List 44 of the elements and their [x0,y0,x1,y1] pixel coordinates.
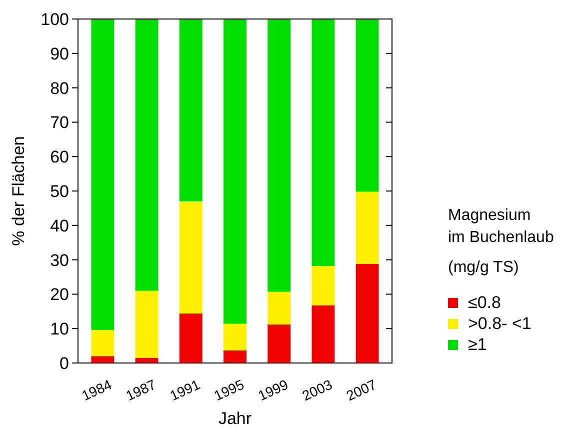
bar [312,19,335,266]
y-tick-label: 90 [50,44,69,64]
x-axis-title: Jahr [218,409,252,428]
y-tick-label: 60 [50,148,69,167]
bar [179,19,202,202]
bar [91,356,114,363]
bar [135,290,158,358]
bar [356,19,379,192]
bar [312,266,335,306]
bar [224,350,246,363]
bar [268,19,291,292]
x-tick-label: 1987 [123,376,158,404]
bar [356,192,379,264]
bar [268,292,291,324]
y-tick-label: 10 [50,320,69,339]
x-tick-label: 2007 [344,376,379,404]
x-tick-label: 1995 [211,376,247,404]
y-tick-label: 50 [50,182,69,201]
y-tick-label: 30 [50,250,69,270]
bar [135,19,158,291]
bar [224,19,246,324]
legend-title: Magnesium im Buchenlaub (mg/g TS) [448,207,554,276]
legend-label: >0.8- <1 [468,314,532,333]
y-tick-label: 20 [50,285,69,304]
legend-label: ≥1 [468,335,487,354]
bar [224,324,246,350]
x-tick-label: 2003 [300,376,335,404]
y-tick-label: 80 [50,78,69,98]
y-tick-label: 0 [60,354,69,373]
bar [268,324,291,363]
bar [91,19,114,330]
y-axis-title: % der Flächen [9,136,28,246]
x-tick-label: 1999 [256,376,291,404]
bar [312,305,335,363]
legend-label: ≤0.8 [468,293,501,312]
bar [179,313,202,363]
y-tick-label: 70 [50,113,69,132]
x-tick-label: 1984 [79,376,114,404]
x-tick-label: 1991 [167,376,202,404]
bar [179,201,202,314]
y-tick-label: 40 [50,216,69,236]
bar [356,264,379,363]
bar [91,330,114,356]
y-tick-label: 100 [40,10,69,29]
